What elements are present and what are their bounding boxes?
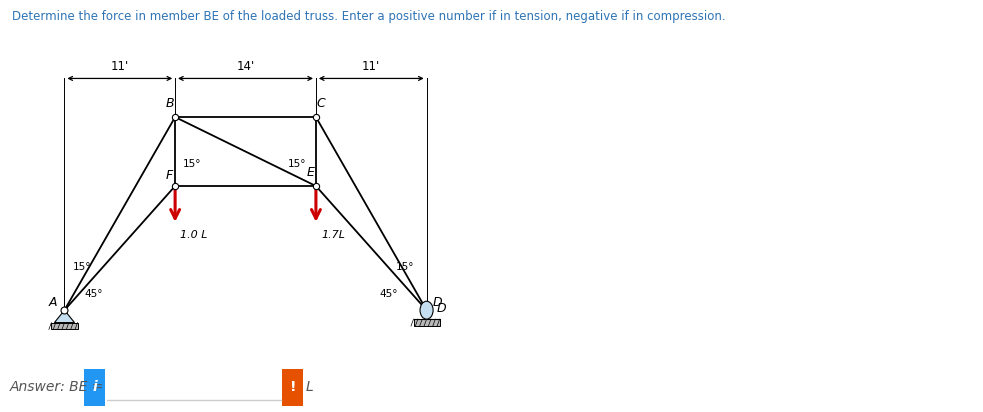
Text: 15°: 15° xyxy=(183,159,202,169)
Bar xyxy=(85,369,105,406)
Polygon shape xyxy=(51,323,78,330)
Text: 1.0 L: 1.0 L xyxy=(180,230,207,240)
Circle shape xyxy=(420,301,434,319)
Text: A: A xyxy=(49,296,58,309)
Text: D: D xyxy=(433,296,442,309)
Bar xyxy=(282,369,303,406)
Polygon shape xyxy=(414,319,439,326)
Text: 15°: 15° xyxy=(287,159,306,169)
Text: 11': 11' xyxy=(111,60,129,73)
Text: 15°: 15° xyxy=(73,262,91,272)
Polygon shape xyxy=(54,310,75,323)
Text: B: B xyxy=(166,97,174,110)
Text: 45°: 45° xyxy=(85,289,103,299)
Text: F: F xyxy=(165,169,173,182)
Text: Determine the force in member BE of the loaded truss. Enter a positive number if: Determine the force in member BE of the … xyxy=(12,10,725,23)
Text: 45°: 45° xyxy=(379,289,398,299)
Text: 1.7L: 1.7L xyxy=(321,230,345,240)
Text: i: i xyxy=(92,380,97,394)
Text: E: E xyxy=(307,166,315,179)
Text: 15°: 15° xyxy=(396,262,415,272)
Text: 14': 14' xyxy=(236,60,255,73)
Text: C: C xyxy=(317,97,325,110)
Text: Answer: BE =: Answer: BE = xyxy=(10,380,108,394)
Text: L: L xyxy=(306,380,314,394)
Text: D: D xyxy=(436,302,446,315)
Text: !: ! xyxy=(290,380,296,394)
Text: 11': 11' xyxy=(362,60,380,73)
